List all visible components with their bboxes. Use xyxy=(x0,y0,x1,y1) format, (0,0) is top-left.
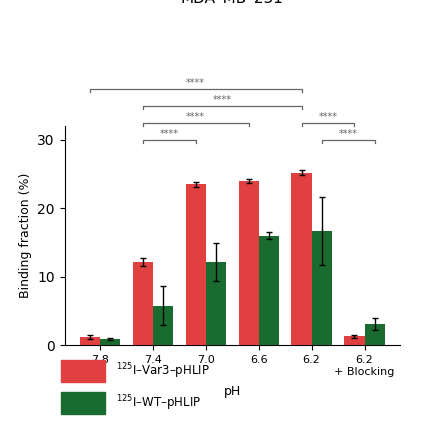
Bar xyxy=(239,181,259,345)
Bar xyxy=(365,324,385,345)
Text: $^{125}$I–WT–pHLIP: $^{125}$I–WT–pHLIP xyxy=(116,393,201,413)
Bar xyxy=(206,262,226,345)
Text: ****: **** xyxy=(186,112,205,122)
Bar xyxy=(292,173,312,345)
Text: ****: **** xyxy=(186,77,205,88)
Text: ****: **** xyxy=(160,129,179,139)
Bar xyxy=(259,236,279,345)
Y-axis label: Binding fraction (%): Binding fraction (%) xyxy=(18,173,31,298)
Bar xyxy=(133,262,153,345)
Bar xyxy=(344,336,365,345)
Bar xyxy=(100,339,120,345)
Bar xyxy=(186,184,206,345)
Text: MDA–MB–231: MDA–MB–231 xyxy=(181,0,284,6)
Bar xyxy=(153,306,173,345)
Bar xyxy=(80,337,100,345)
Text: ****: **** xyxy=(339,129,358,139)
X-axis label: pH: pH xyxy=(224,385,241,398)
Text: $^{125}$I–Var3–pHLIP: $^{125}$I–Var3–pHLIP xyxy=(116,362,210,381)
Text: ****: **** xyxy=(213,95,232,105)
Bar xyxy=(312,231,332,345)
Text: ****: **** xyxy=(319,112,338,122)
FancyBboxPatch shape xyxy=(61,360,105,382)
FancyBboxPatch shape xyxy=(61,392,105,413)
